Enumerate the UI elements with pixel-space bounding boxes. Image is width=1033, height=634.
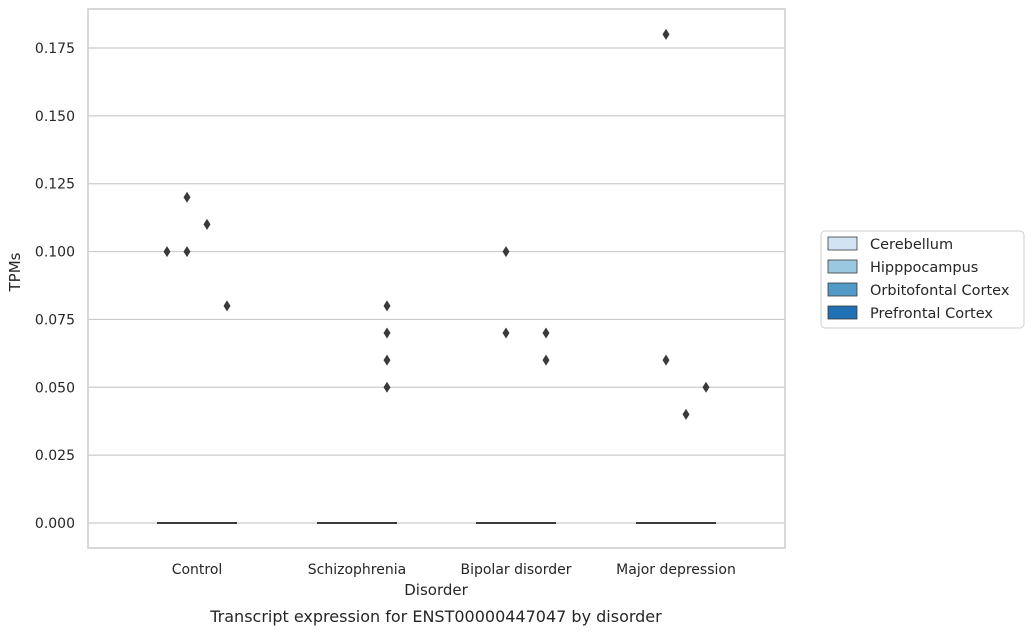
y-tick-label: 0.025 xyxy=(35,448,75,464)
chart-caption: Transcript expression for ENST0000044704… xyxy=(209,607,662,626)
y-tick-label: 0.075 xyxy=(35,312,75,328)
outlier-point xyxy=(163,246,171,258)
y-axis-label: TPMs xyxy=(6,252,24,292)
legend-entry-label: Cerebellum xyxy=(870,237,953,253)
x-tick-label: Bipolar disorder xyxy=(460,562,571,578)
legend-entry-label: Prefrontal Cortex xyxy=(870,306,993,322)
x-tick-label: Control xyxy=(172,562,223,578)
x-axis-ticks: Control Schizophrenia Bipolar disorder Majo… xyxy=(172,562,736,578)
y-axis-ticks: 0.000 0.025 0.050 0.075 0.100 0.125 0.150 0.175 xyxy=(35,41,75,532)
legend-entry-label: Orbitofontal Cortex xyxy=(870,283,1010,299)
outlier-point xyxy=(203,218,211,230)
outlier-point xyxy=(383,300,391,312)
outlier-point xyxy=(702,381,710,393)
x-tick-label: Schizophrenia xyxy=(308,562,406,578)
outlier-point xyxy=(183,191,191,203)
y-tick-label: 0.125 xyxy=(35,177,75,193)
y-tick-label: 0.175 xyxy=(35,41,75,57)
y-tick-label: 0.000 xyxy=(35,516,75,532)
legend-entry-label: Hipppocampus xyxy=(870,260,978,276)
outlier-point xyxy=(502,327,510,339)
plot-frame xyxy=(87,8,786,549)
legend-swatch xyxy=(827,282,858,297)
legend-swatch xyxy=(827,305,858,320)
gridlines xyxy=(88,47,785,524)
outlier-point xyxy=(223,300,231,312)
outlier-point xyxy=(183,246,191,258)
x-tick-label: Major depression xyxy=(616,562,736,578)
outlier-point xyxy=(682,408,690,420)
outlier-points xyxy=(163,28,710,420)
outlier-point xyxy=(542,354,550,366)
y-tick-label: 0.050 xyxy=(35,380,75,396)
y-tick-label: 0.100 xyxy=(35,245,75,261)
legend: Cerebellum Hipppocampus Orbitofontal Corte… xyxy=(820,230,1025,329)
outlier-point xyxy=(662,28,670,40)
outlier-point xyxy=(383,381,391,393)
legend-swatch xyxy=(827,236,858,251)
outlier-point xyxy=(383,327,391,339)
outlier-point xyxy=(662,354,670,366)
outlier-point xyxy=(383,354,391,366)
outlier-point xyxy=(502,246,510,258)
legend-swatch xyxy=(827,259,858,274)
outlier-point xyxy=(542,327,550,339)
x-axis-label: Disorder xyxy=(404,581,468,599)
y-tick-label: 0.150 xyxy=(35,109,75,125)
legend-frame xyxy=(820,230,1025,329)
